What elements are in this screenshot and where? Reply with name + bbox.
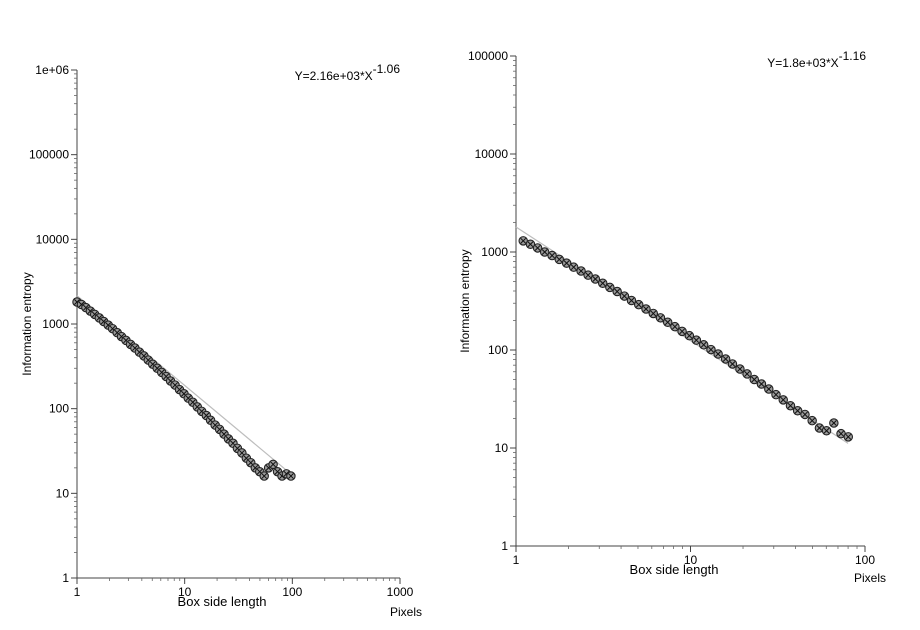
right-data-point [792,405,803,416]
left-data-point [286,471,296,481]
left-y-tick-label: 100000 [29,148,69,162]
left-x-tick-label: 1 [74,585,81,599]
right-data-point [749,374,760,385]
right-data-point [829,418,839,428]
left-fit-equation: Y=2.16e+03*X-1.06 [295,62,401,83]
right-data-point [525,239,536,249]
right-x-axis-label: Box side length [630,562,719,577]
right-data-point [626,295,637,306]
left-y-tick-label: 10 [56,486,70,500]
right-data-point [561,258,572,268]
right-fit-equation-base: Y=1.8e+03*X [767,56,838,70]
left-plot-area: 1 10 100 1000 10000 100000 1e+06 1 10 100 1000 [29,63,414,599]
right-y-tick-label: 100 [488,343,508,357]
right-data-point [778,395,788,405]
right-data-point [821,425,832,436]
right-data-point [764,384,774,394]
right-fit-equation-exponent: -1.16 [839,49,867,63]
left-y-tick-label: 1 [62,571,69,585]
right-data-point [641,304,651,314]
right-entropy-chart: 1 10 100 1000 10000 100000 1 10 100 Y=1.8e+03*X-… [458,49,886,585]
right-data-point [698,340,709,350]
left-fit-equation-exponent: -1.06 [373,62,401,76]
right-data-point [605,282,615,293]
right-data-point [691,335,702,345]
right-data-point [742,369,752,379]
right-data-point [633,299,644,310]
right-data-point [756,379,767,389]
right-data-point [547,250,557,261]
right-data-point [597,278,608,288]
right-data-point [807,415,817,426]
right-x-tick-label: 1 [513,553,520,567]
right-data-point [554,254,565,265]
right-y-tick-label: 10 [495,441,509,455]
right-data-point [670,321,680,332]
left-y-tick-label: 1e+06 [35,63,69,77]
right-data-point [583,270,593,280]
right-data-point [648,308,659,319]
left-entropy-chart: 1 10 100 1000 10000 100000 1e+06 1 10 100 1000 Y=2… [20,62,422,619]
right-data-point [662,317,673,327]
right-data-point [612,286,622,297]
right-data-point [843,432,854,442]
left-data-point [259,471,269,481]
left-x-axis-unit: Pixels [390,605,422,619]
left-x-tick-label: 100 [282,585,302,599]
right-data-point [590,274,601,284]
right-x-axis-unit: Pixels [854,571,886,585]
left-x-tick-label: 1000 [387,585,414,599]
right-fit-equation: Y=1.8e+03*X-1.16 [767,49,866,70]
right-y-tick-label: 10000 [475,147,509,161]
right-y-tick-label: 100000 [468,49,508,63]
right-data-point [735,364,745,374]
right-data-point [539,247,550,257]
left-fit-equation-base: Y=2.16e+03*X [295,69,373,83]
right-data-point [619,291,630,301]
right-data-point [713,349,723,359]
right-data-point [677,326,687,337]
right-data-point [720,354,731,364]
left-y-tick-label: 100 [49,402,69,416]
left-data-point [192,402,203,412]
right-data-point [706,344,716,355]
right-data-point [532,243,543,253]
right-x-tick-label: 10 [684,553,698,567]
right-y-tick-label: 1000 [481,245,508,259]
right-data-point [576,266,586,276]
left-y-tick-label: 10000 [36,232,70,246]
right-y-tick-label: 1 [501,539,508,553]
right-data-point [568,262,579,272]
left-x-axis-label: Box side length [178,594,267,609]
left-y-tick-label: 1000 [42,317,69,331]
right-data-point [785,400,796,411]
right-data-point [771,389,781,400]
right-data-point [727,359,738,369]
left-data-point [268,459,278,470]
right-y-axis-label: Information entropy [458,249,472,352]
left-x-tick-label: 10 [178,585,192,599]
right-x-tick-label: 100 [855,553,875,567]
right-data-point [684,330,695,341]
right-data-point [655,313,666,323]
left-y-axis-label: Information entropy [20,272,34,375]
right-data-point [800,409,810,420]
right-plot-area: 1 10 100 1000 10000 100000 1 10 100 [468,49,875,567]
